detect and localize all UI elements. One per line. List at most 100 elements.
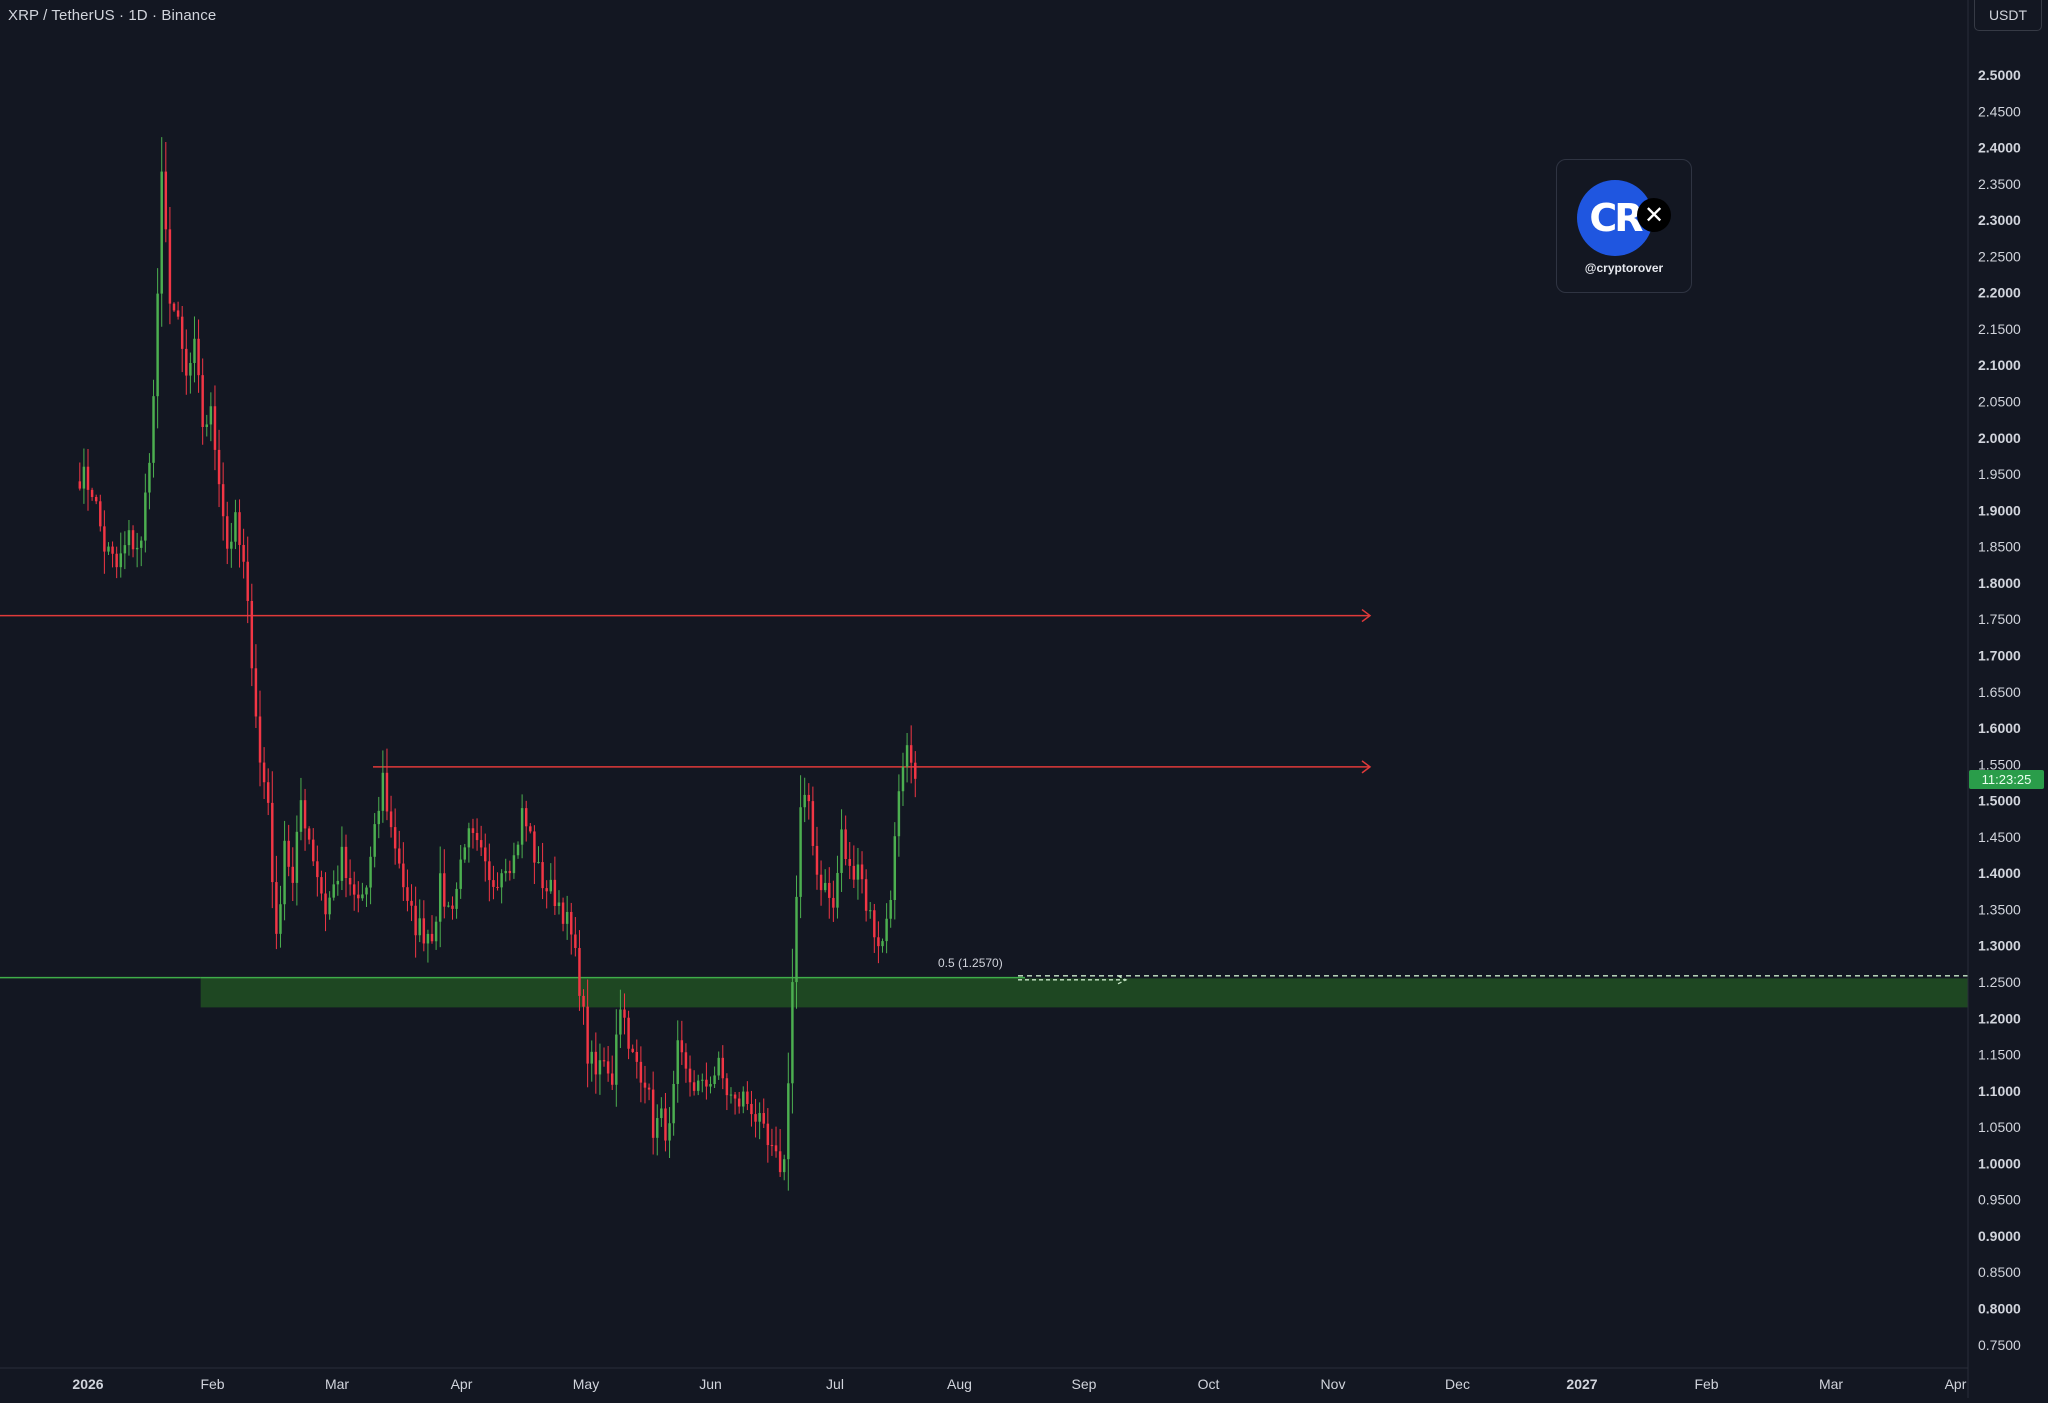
candle[interactable] — [369, 846, 372, 905]
candle[interactable] — [185, 329, 188, 395]
candle[interactable] — [414, 886, 417, 958]
candle[interactable] — [287, 824, 290, 877]
candle[interactable] — [299, 777, 303, 841]
candle[interactable] — [422, 900, 426, 952]
candle[interactable] — [508, 860, 512, 881]
candle[interactable] — [484, 833, 487, 882]
candle[interactable] — [271, 771, 274, 909]
candle[interactable] — [176, 301, 180, 320]
candle[interactable] — [680, 1020, 684, 1065]
candle[interactable] — [758, 1102, 761, 1140]
candle[interactable] — [602, 1047, 606, 1067]
candle[interactable] — [664, 1092, 667, 1152]
candle[interactable] — [320, 870, 323, 901]
candle[interactable] — [250, 583, 254, 687]
candle[interactable] — [340, 826, 344, 891]
candle[interactable] — [434, 916, 438, 950]
candle[interactable] — [119, 532, 122, 578]
candle[interactable] — [746, 1081, 749, 1111]
candle[interactable] — [377, 796, 381, 839]
candle[interactable] — [479, 825, 483, 856]
candle[interactable] — [799, 775, 802, 919]
candle[interactable] — [860, 851, 864, 894]
candle[interactable] — [545, 880, 548, 909]
candle[interactable] — [373, 813, 376, 868]
candle[interactable] — [705, 1062, 708, 1100]
candle[interactable] — [352, 871, 356, 911]
candle[interactable] — [238, 499, 241, 568]
candle[interactable] — [144, 473, 147, 553]
candle[interactable] — [291, 847, 294, 902]
candle[interactable] — [635, 1039, 639, 1079]
candle[interactable] — [123, 531, 127, 570]
candle[interactable] — [148, 453, 151, 510]
candle[interactable] — [696, 1074, 700, 1096]
candle[interactable] — [615, 1009, 618, 1107]
candle[interactable] — [488, 843, 491, 902]
candle[interactable] — [750, 1090, 753, 1127]
candle[interactable] — [557, 890, 561, 915]
candle[interactable] — [438, 846, 442, 948]
candle[interactable] — [643, 1065, 647, 1104]
candle[interactable] — [668, 1107, 671, 1159]
candle[interactable] — [496, 872, 499, 891]
candle[interactable] — [840, 809, 843, 892]
candle[interactable] — [332, 870, 335, 901]
candle[interactable] — [107, 542, 110, 556]
candle[interactable] — [553, 856, 557, 915]
candle[interactable] — [713, 1066, 716, 1089]
candle[interactable] — [819, 860, 823, 906]
candle[interactable] — [848, 841, 851, 880]
candle[interactable] — [619, 989, 622, 1049]
candle[interactable] — [410, 884, 413, 922]
candle[interactable] — [385, 748, 389, 821]
candle[interactable] — [78, 462, 82, 491]
candle[interactable] — [283, 820, 286, 921]
candle[interactable] — [856, 847, 860, 900]
candle[interactable] — [189, 352, 192, 394]
candle[interactable] — [549, 863, 553, 894]
candle[interactable] — [676, 1020, 679, 1103]
candle[interactable] — [99, 494, 102, 532]
candle[interactable] — [905, 733, 909, 783]
candle[interactable] — [807, 783, 811, 820]
candle[interactable] — [209, 392, 213, 442]
fib-level-label[interactable]: 0.5 (1.2570) — [938, 955, 1003, 970]
candle[interactable] — [197, 319, 200, 393]
candle[interactable] — [791, 948, 794, 1114]
candle[interactable] — [754, 1098, 757, 1138]
candle[interactable] — [443, 849, 446, 919]
candle[interactable] — [909, 725, 913, 784]
candle[interactable] — [365, 885, 368, 907]
candle[interactable] — [258, 690, 262, 787]
candle[interactable] — [627, 1010, 630, 1060]
candle[interactable] — [246, 536, 249, 624]
candle[interactable] — [877, 921, 880, 964]
candle[interactable] — [418, 899, 421, 943]
candle[interactable] — [672, 1070, 675, 1136]
candle[interactable] — [725, 1073, 729, 1111]
symbol-title[interactable]: XRP / TetherUS · 1D · Binance — [8, 7, 217, 24]
candle[interactable] — [103, 510, 106, 574]
candle[interactable] — [782, 1154, 786, 1181]
candle[interactable] — [451, 896, 454, 920]
candle[interactable] — [578, 930, 581, 1011]
candle[interactable] — [82, 448, 86, 504]
candle[interactable] — [312, 828, 315, 867]
candle[interactable] — [524, 800, 528, 842]
candle[interactable] — [172, 302, 176, 312]
candle[interactable] — [389, 795, 393, 838]
candle[interactable] — [266, 768, 270, 816]
candle[interactable] — [832, 880, 835, 922]
candle[interactable] — [381, 750, 385, 823]
candle[interactable] — [610, 1055, 614, 1090]
candle[interactable] — [447, 901, 450, 908]
candle[interactable] — [455, 882, 458, 919]
candle[interactable] — [631, 1044, 634, 1054]
candle[interactable] — [737, 1091, 741, 1114]
candle[interactable] — [213, 385, 217, 471]
candle[interactable] — [529, 823, 532, 834]
candle[interactable] — [201, 358, 204, 445]
candle[interactable] — [795, 875, 798, 1009]
